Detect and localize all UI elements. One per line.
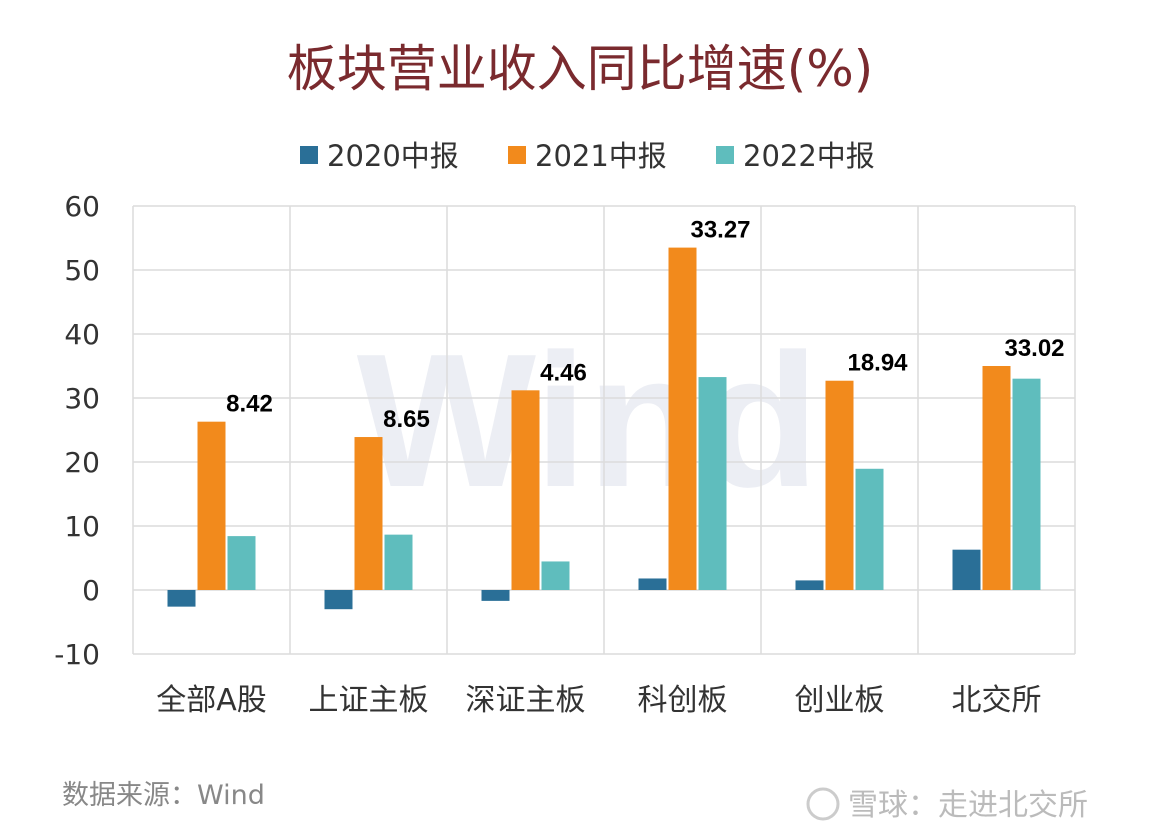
y-tick-label: -10 [54,638,100,671]
data-labels: 8.42 8.65 4.46 33.27 18.94 33.02 [226,217,1064,433]
bar-2020中报-科创板 [638,578,667,590]
y-tick-label: 30 [64,382,100,415]
y-tick-label: 10 [64,510,100,543]
bar-2022中报-创业板 [855,468,884,590]
bar-2021中报-全部A股 [197,421,226,590]
bar-2022中报-科创板 [698,377,727,590]
bar-2020中报-上证主板 [324,590,353,610]
x-axis-categories: 全部A股 上证主板 深证主板 科创板 创业板 北交所 [156,683,1041,718]
bar-2020中报-深证主板 [481,590,510,601]
bar-2020中报-北交所 [952,549,981,590]
y-tick-label: 50 [64,254,100,287]
chart-title: 板块营业收入同比增速(%) [287,40,874,98]
bar-2022中报-全部A股 [227,536,256,590]
x-category-label: 上证主板 [309,683,429,718]
bars [167,247,1041,610]
gridlines [132,205,1076,655]
watermark: Wind [357,315,820,527]
legend-swatch [300,146,318,164]
legend: 2020中报 2021中报 2022中报 [300,139,875,173]
bar-2021中报-深证主板 [511,390,540,590]
legend-swatch [508,146,526,164]
bar-2022中报-上证主板 [384,534,413,590]
data-label: 33.02 [1004,335,1064,362]
footer-text: 雪球：走进北交所 [848,788,1088,823]
x-category-label: 科创板 [638,683,728,718]
bar-2020中报-全部A股 [167,590,196,607]
data-label: 4.46 [540,359,587,386]
y-tick-label: 0 [82,574,100,607]
bar-2020中报-创业板 [795,580,824,590]
y-axis-ticks: -10 0 10 20 30 40 50 60 [54,190,100,671]
bar-2022中报-北交所 [1012,378,1041,590]
bar-2021中报-北交所 [982,366,1011,590]
snowball-logo-icon [806,787,840,821]
y-tick-label: 60 [64,190,100,223]
legend-swatch [716,146,734,164]
legend-label: 2022中报 [743,139,875,173]
data-label: 18.94 [847,350,908,377]
legend-label: 2021中报 [535,139,667,173]
data-label: 8.65 [383,406,430,433]
source-note: 数据来源：Wind [62,780,265,811]
y-tick-label: 20 [64,446,100,479]
x-category-label: 北交所 [952,683,1042,718]
x-category-label: 深证主板 [466,683,586,718]
bar-2022中报-深证主板 [541,561,570,590]
x-category-label: 全部A股 [156,683,267,718]
footer-brand: 雪球：走进北交所 [806,787,1088,823]
bar-2021中报-上证主板 [354,437,383,590]
legend-label: 2020中报 [327,139,459,173]
y-tick-label: 40 [64,318,100,351]
bar-2021中报-创业板 [825,380,854,590]
data-label: 33.27 [690,217,750,244]
bar-2021中报-科创板 [668,247,697,590]
data-label: 8.42 [226,391,273,418]
x-category-label: 创业板 [795,683,885,718]
